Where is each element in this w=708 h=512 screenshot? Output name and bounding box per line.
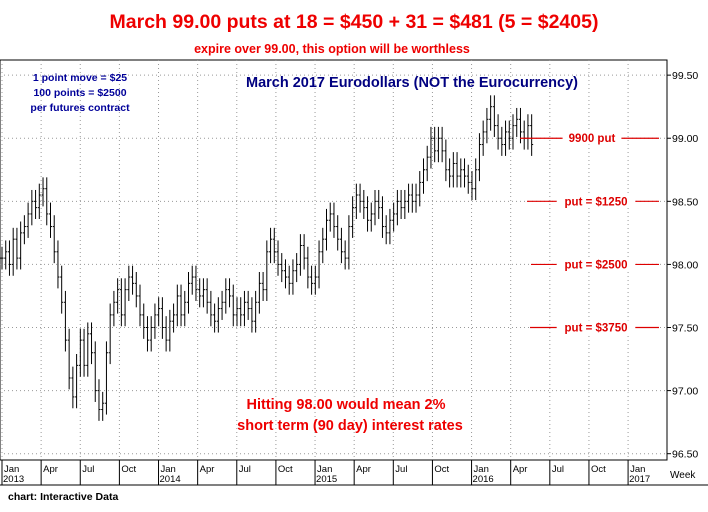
note-line-1: 1 point move = $25 [33,72,127,84]
x-month-label: Jan [317,464,332,475]
y-tick-label: 97.50 [672,323,698,335]
put-level-lines: 9900 put put = $1250 put = $2500 put = $375… [520,131,659,335]
x-year-label: 2013 [3,474,24,485]
x-month-label: Oct [591,464,606,475]
x-year-label: 2014 [160,474,181,485]
y-tick-label: 98.00 [672,259,698,271]
x-month-label: Jan [161,464,176,475]
y-tick-label: 99.00 [672,133,698,145]
put-level-label: put = $3750 [565,323,628,335]
chart-title: March 99.00 puts at 18 = $450 + 31 = $48… [110,11,599,33]
inner-title: March 2017 Eurodollars (NOT the Eurocurr… [246,75,578,91]
note-line-3: per futures contract [30,102,130,114]
plot-frame [0,59,668,461]
x-month-label: Jul [552,464,564,475]
put-level-label-bg [556,257,636,271]
put-level-label-bg [556,320,636,334]
put-level-label: 9900 put [569,133,616,145]
x-month-label: Jan [630,464,645,475]
x-month-label: Oct [278,464,293,475]
annotation-line-2: short term (90 day) interest rates [237,418,463,434]
y-tick-label: 97.00 [672,386,698,398]
put-level-label-bg [556,194,636,208]
x-axis-unit-label: Week [670,470,696,481]
x-year-label: 2016 [473,474,494,485]
chart-subtitle: expire over 99.00, this option will be w… [194,42,470,56]
x-year-label: 2015 [316,474,337,485]
x-month-label: Oct [121,464,136,475]
note-line-2: 100 points = $2500 [33,87,126,99]
x-month-label: Oct [434,464,449,475]
put-level-label-bg [562,131,622,145]
x-month-label: Apr [200,464,215,475]
y-tick-label: 96.50 [672,449,698,461]
y-tick-label: 99.50 [672,70,698,82]
y-axis: 96.50 97.00 97.50 98.00 98.50 99.00 99.50 [667,70,698,461]
x-month-label: Jan [4,464,19,475]
x-year-label: 2017 [629,474,650,485]
put-level-label: put = $2500 [565,259,628,271]
x-month-label: Apr [513,464,528,475]
x-month-label: Apr [43,464,58,475]
annotation-line-1: Hitting 98.00 would mean 2% [246,397,445,413]
put-level-label: put = $1250 [565,196,628,208]
x-month-label: Jan [474,464,489,475]
x-month-label: Jul [395,464,407,475]
source-credit: chart: Interactive Data [8,491,118,503]
x-month-label: Jul [239,464,251,475]
y-tick-label: 98.50 [672,196,698,208]
x-month-label: Apr [356,464,371,475]
x-month-label: Jul [82,464,94,475]
price-bars [0,95,534,421]
